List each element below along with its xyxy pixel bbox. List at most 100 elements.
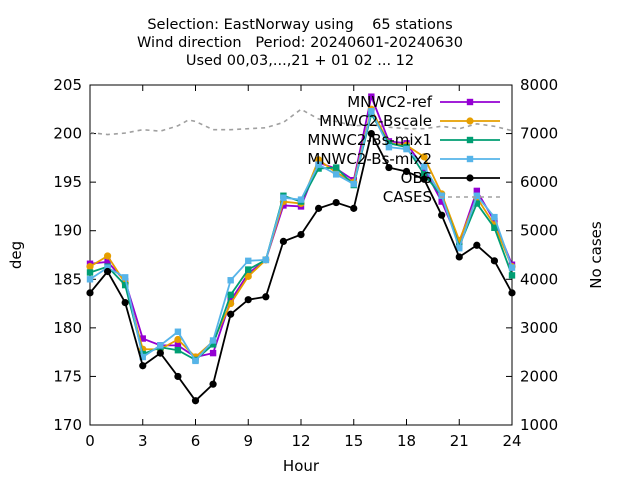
- data-point: [280, 202, 287, 209]
- x-tick-label: 9: [243, 432, 253, 450]
- y2-tick-label: 5000: [520, 222, 558, 240]
- legend-marker: [466, 98, 474, 106]
- data-point: [157, 342, 164, 349]
- legend-label: MNWC2-Bscale: [319, 112, 432, 130]
- y2-tick-label: 4000: [520, 270, 558, 288]
- data-point: [103, 252, 112, 260]
- data-point: [174, 372, 182, 381]
- data-point: [491, 224, 498, 231]
- data-point: [508, 289, 516, 297]
- data-point: [174, 335, 182, 344]
- legend-marker: [466, 155, 474, 163]
- data-point: [473, 241, 481, 249]
- series-line-cases: [89, 108, 513, 136]
- data-point: [455, 253, 463, 261]
- data-point: [245, 257, 252, 265]
- series-obs: [86, 129, 516, 405]
- legend-item-mnwc2-ref: MNWC2-ref: [347, 93, 500, 111]
- series-mnwc2-ref: [86, 93, 516, 361]
- data-point: [191, 397, 200, 405]
- legend: MNWC2-refMNWC2-BscaleMNWC2-Bs-mix1MNWC2-…: [307, 93, 500, 206]
- data-point: [508, 272, 516, 279]
- y2-tick-label: 8000: [520, 76, 558, 94]
- y-tick-label: 170: [53, 416, 82, 434]
- data-point: [385, 140, 393, 147]
- data-point: [86, 263, 94, 271]
- chart-title-line-3: Used 00,03,...,21 + 01 02 ... 12: [186, 53, 414, 69]
- x-tick-label: 12: [291, 432, 310, 450]
- legend-label: MNWC2-ref: [347, 93, 432, 111]
- data-point: [103, 267, 112, 276]
- data-point: [174, 342, 182, 349]
- data-point: [104, 258, 111, 265]
- chart-title-line-2: Wind direction Period: 20240601-20240630: [137, 35, 463, 51]
- y2-tick-label: 1000: [520, 416, 558, 434]
- data-point: [244, 296, 252, 304]
- legend-item-mnwc2-bs-mix1: MNWC2-Bs-mix1: [307, 131, 500, 149]
- data-point: [420, 163, 428, 170]
- y-tick-label: 190: [53, 222, 82, 240]
- data-point: [86, 289, 94, 297]
- data-point: [473, 187, 481, 195]
- y-axis-label: deg: [7, 241, 25, 269]
- data-point: [350, 204, 358, 212]
- legend-item-cases: CASES: [383, 188, 500, 206]
- legend-label: OBS: [401, 169, 432, 187]
- data-point: [402, 167, 411, 176]
- data-point: [420, 171, 428, 178]
- x-tick-label: 21: [450, 432, 469, 450]
- y2-tick-label: 3000: [520, 319, 558, 337]
- data-point: [139, 335, 146, 342]
- data-point: [332, 171, 340, 178]
- x-axis-label: Hour: [283, 457, 320, 475]
- x-tick-label: 15: [344, 432, 363, 450]
- plot-area-border: [89, 84, 513, 426]
- data-point: [227, 277, 234, 284]
- data-point: [403, 145, 410, 153]
- x-tick-label: 18: [397, 432, 416, 450]
- data-point: [491, 217, 498, 225]
- data-point: [139, 353, 146, 361]
- data-point: [420, 153, 428, 161]
- data-point: [315, 161, 322, 168]
- y-tick-label: 205: [53, 76, 82, 94]
- y2-tick-label: 7000: [520, 125, 558, 143]
- y2-tick-label: 2000: [520, 367, 558, 385]
- data-point: [121, 281, 129, 289]
- legend-label: CASES: [383, 188, 432, 206]
- data-point: [279, 237, 288, 245]
- data-point: [314, 204, 323, 212]
- data-point: [385, 163, 393, 172]
- data-point: [245, 266, 252, 273]
- data-point: [332, 198, 340, 207]
- data-point: [368, 108, 375, 115]
- data-point: [262, 293, 270, 301]
- y-tick-label: 195: [53, 173, 82, 191]
- data-point: [174, 347, 182, 354]
- y2-tick-label: 6000: [520, 173, 558, 191]
- data-point: [367, 129, 375, 138]
- data-point: [192, 357, 199, 365]
- legend-item-mnwc2-bscale: MNWC2-Bscale: [319, 112, 500, 130]
- x-tick-label: 0: [85, 432, 95, 450]
- data-point: [209, 380, 217, 388]
- data-point: [332, 164, 340, 171]
- y-tick-label: 185: [53, 270, 82, 288]
- data-point: [139, 362, 147, 370]
- data-point: [297, 231, 305, 239]
- data-point: [280, 194, 287, 201]
- data-point: [438, 198, 445, 205]
- chart-title-line-1: Selection: EastNorway using 65 stations: [147, 17, 452, 33]
- data-point: [227, 291, 234, 299]
- data-point: [456, 245, 463, 252]
- legend-item-mnwc2-bs-mix2: MNWC2-Bs-mix2: [307, 150, 500, 168]
- data-point: [174, 328, 182, 335]
- data-point: [491, 213, 498, 221]
- data-point: [209, 337, 217, 344]
- series-mnwc2-bs-mix2: [86, 108, 516, 365]
- y-tick-label: 180: [53, 319, 82, 337]
- data-point: [420, 175, 428, 183]
- data-point: [209, 341, 217, 348]
- series-line-mnwc2-ref: [89, 93, 513, 358]
